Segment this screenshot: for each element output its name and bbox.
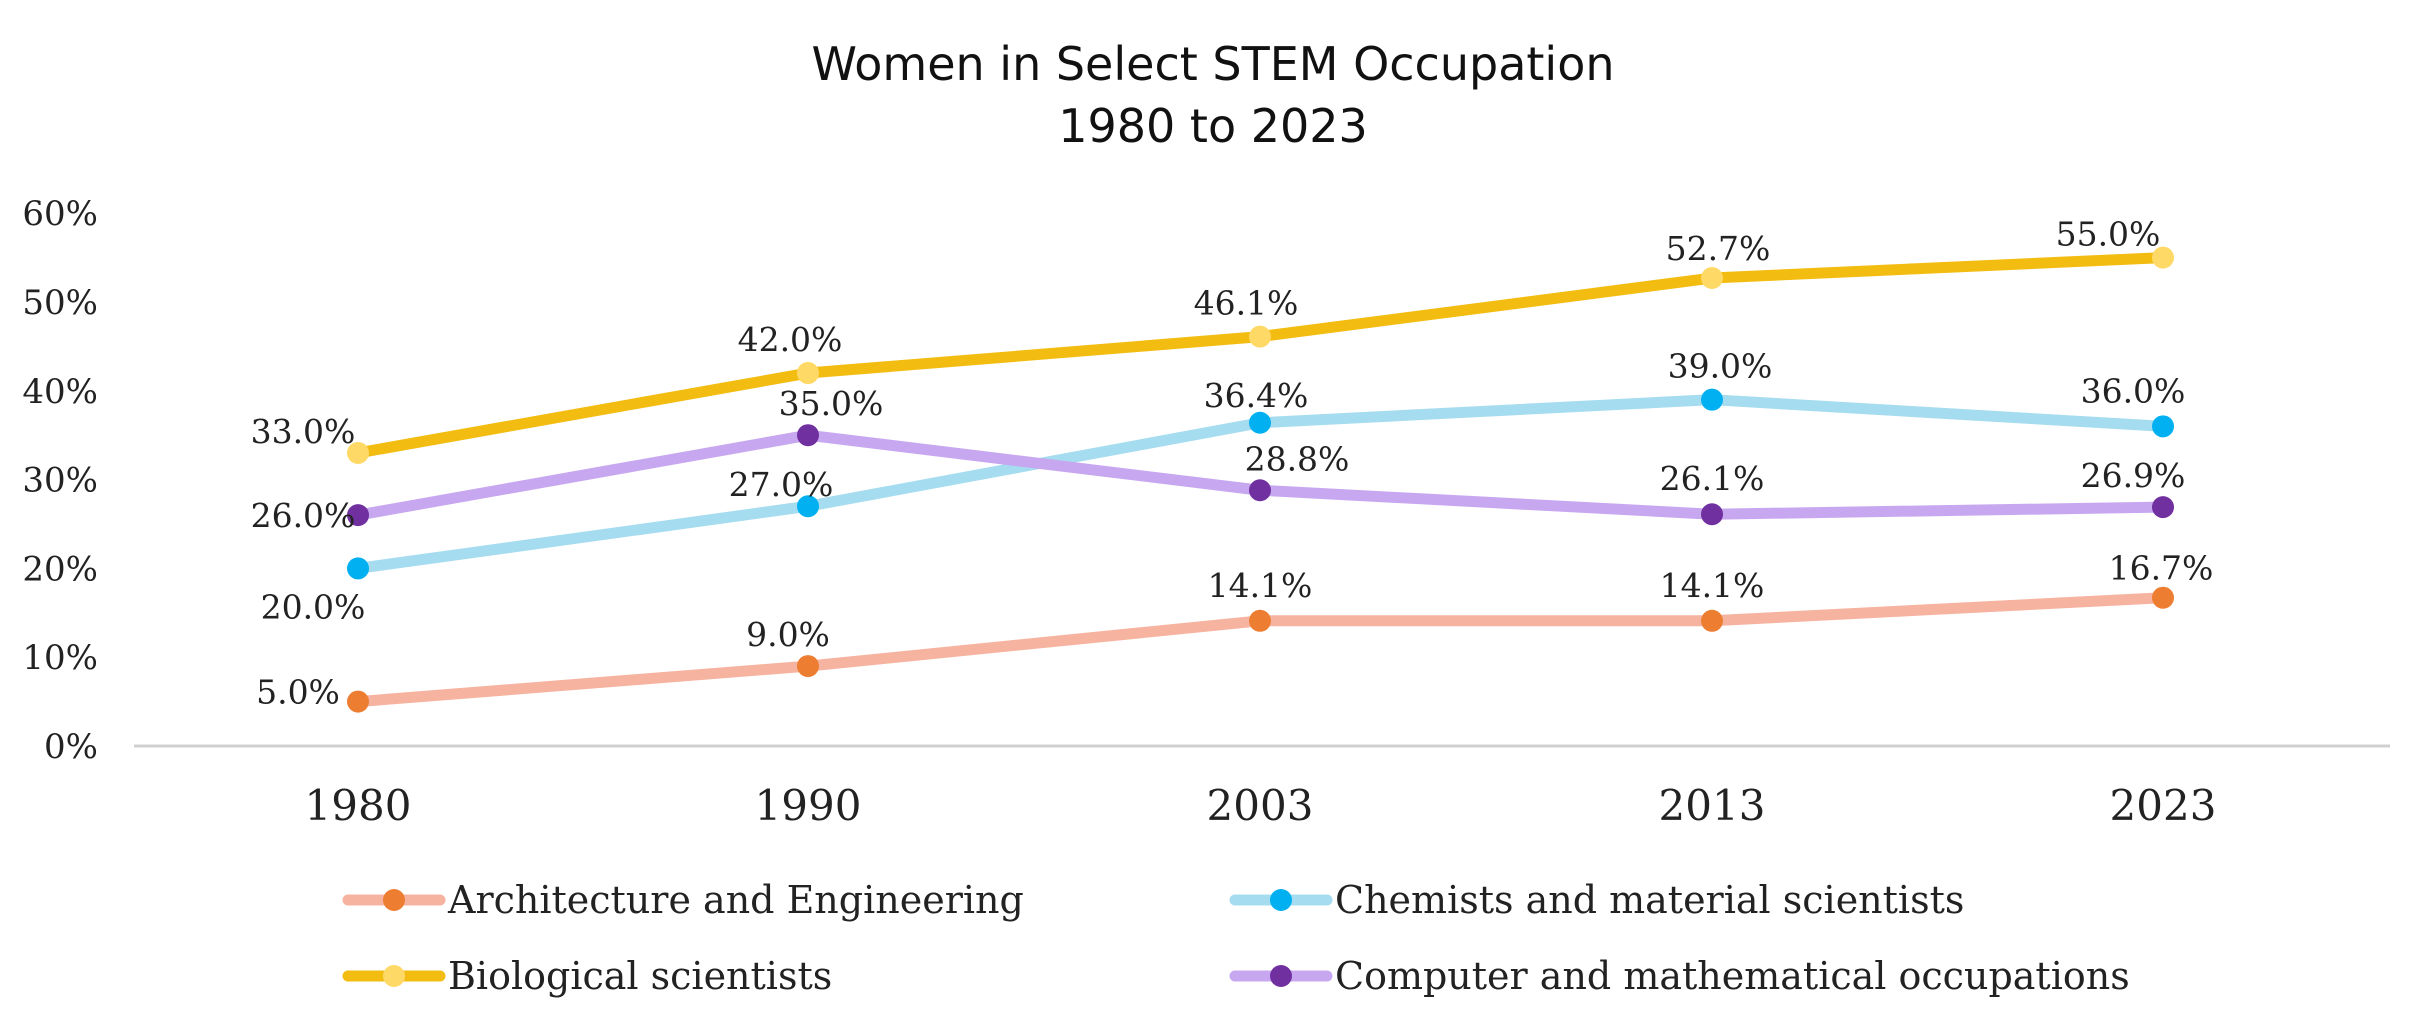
data-label: 9.0%	[746, 615, 830, 654]
data-labels: 5.0% 9.0% 14.1% 14.1% 16.7% 20.0% 27.0% 36.4% 39…	[251, 215, 2214, 712]
data-label: 26.9%	[2081, 456, 2186, 495]
data-label: 27.0%	[729, 465, 834, 504]
chart-title: Women in Select STEM Occupation 1980 to …	[811, 37, 1614, 153]
data-label: 14.1%	[1660, 566, 1765, 605]
series-markers	[347, 246, 2174, 713]
legend-swatch-marker	[1270, 889, 1292, 911]
data-point	[2152, 586, 2174, 609]
data-point	[797, 495, 819, 518]
x-tick-label: 2023	[2110, 781, 2217, 830]
y-tick-label: 60%	[22, 194, 98, 234]
data-label: 26.0%	[251, 496, 356, 535]
data-label: 26.1%	[1660, 459, 1765, 498]
x-tick-label: 1990	[755, 781, 862, 830]
data-label: 39.0%	[1668, 347, 1773, 386]
data-point	[797, 362, 819, 385]
data-label: 33.0%	[251, 412, 356, 451]
legend-item: Computer and mathematical occupations	[1229, 954, 2130, 998]
data-point	[2152, 496, 2174, 519]
data-point	[347, 690, 369, 713]
legend-label: Biological scientists	[448, 954, 832, 998]
data-point	[1701, 503, 1723, 526]
data-label: 55.0%	[2056, 215, 2161, 254]
data-point	[1701, 609, 1723, 632]
chart-title-line-2: 1980 to 2023	[1058, 99, 1368, 153]
data-label: 36.0%	[2081, 371, 2186, 410]
legend-swatch-marker	[383, 889, 405, 911]
legend-item: Chemists and material scientists	[1229, 878, 1964, 922]
data-point	[2152, 246, 2174, 269]
data-label: 16.7%	[2109, 549, 2214, 588]
data-label: 5.0%	[256, 673, 340, 712]
data-point	[347, 441, 369, 464]
data-point	[1701, 267, 1723, 290]
data-point	[347, 557, 369, 580]
data-point	[1249, 325, 1271, 348]
y-tick-label: 0%	[44, 727, 98, 767]
y-tick-label: 20%	[22, 549, 98, 589]
y-tick-label: 50%	[22, 283, 98, 323]
legend-label: Architecture and Engineering	[447, 878, 1024, 922]
data-point	[347, 504, 369, 527]
data-label: 36.4%	[1204, 376, 1309, 415]
data-label: 35.0%	[779, 384, 884, 423]
data-point	[1249, 479, 1271, 502]
data-label: 52.7%	[1666, 229, 1771, 268]
x-axis: 1980 1990 2003 2013 2023	[305, 781, 2217, 830]
legend-item: Architecture and Engineering	[342, 878, 1024, 922]
x-tick-label: 1980	[305, 781, 412, 830]
data-point	[797, 424, 819, 447]
y-tick-label: 30%	[22, 461, 98, 501]
legend-item: Biological scientists	[342, 954, 832, 998]
chart-title-line-1: Women in Select STEM Occupation	[811, 37, 1614, 91]
data-label: 42.0%	[738, 320, 843, 359]
y-tick-label: 40%	[22, 372, 98, 412]
x-tick-label: 2013	[1659, 781, 1766, 830]
legend-swatch-marker	[383, 965, 405, 987]
data-label: 14.1%	[1208, 566, 1313, 605]
data-label: 20.0%	[261, 587, 366, 626]
data-point	[2152, 415, 2174, 438]
legend-label: Chemists and material scientists	[1335, 878, 1964, 922]
x-tick-label: 2003	[1207, 781, 1314, 830]
data-label: 28.8%	[1245, 439, 1350, 478]
data-point	[1249, 609, 1271, 632]
data-label: 46.1%	[1194, 284, 1299, 323]
data-point	[1701, 388, 1723, 411]
data-point	[797, 655, 819, 678]
y-tick-label: 10%	[22, 638, 98, 678]
legend-swatch-marker	[1270, 965, 1292, 987]
legend-label: Computer and mathematical occupations	[1335, 954, 2130, 998]
y-axis: 0% 10% 20% 30% 40% 50% 60%	[22, 194, 98, 767]
data-point	[1249, 411, 1271, 434]
legend: Architecture and Engineering Chemists and…	[342, 878, 2130, 998]
